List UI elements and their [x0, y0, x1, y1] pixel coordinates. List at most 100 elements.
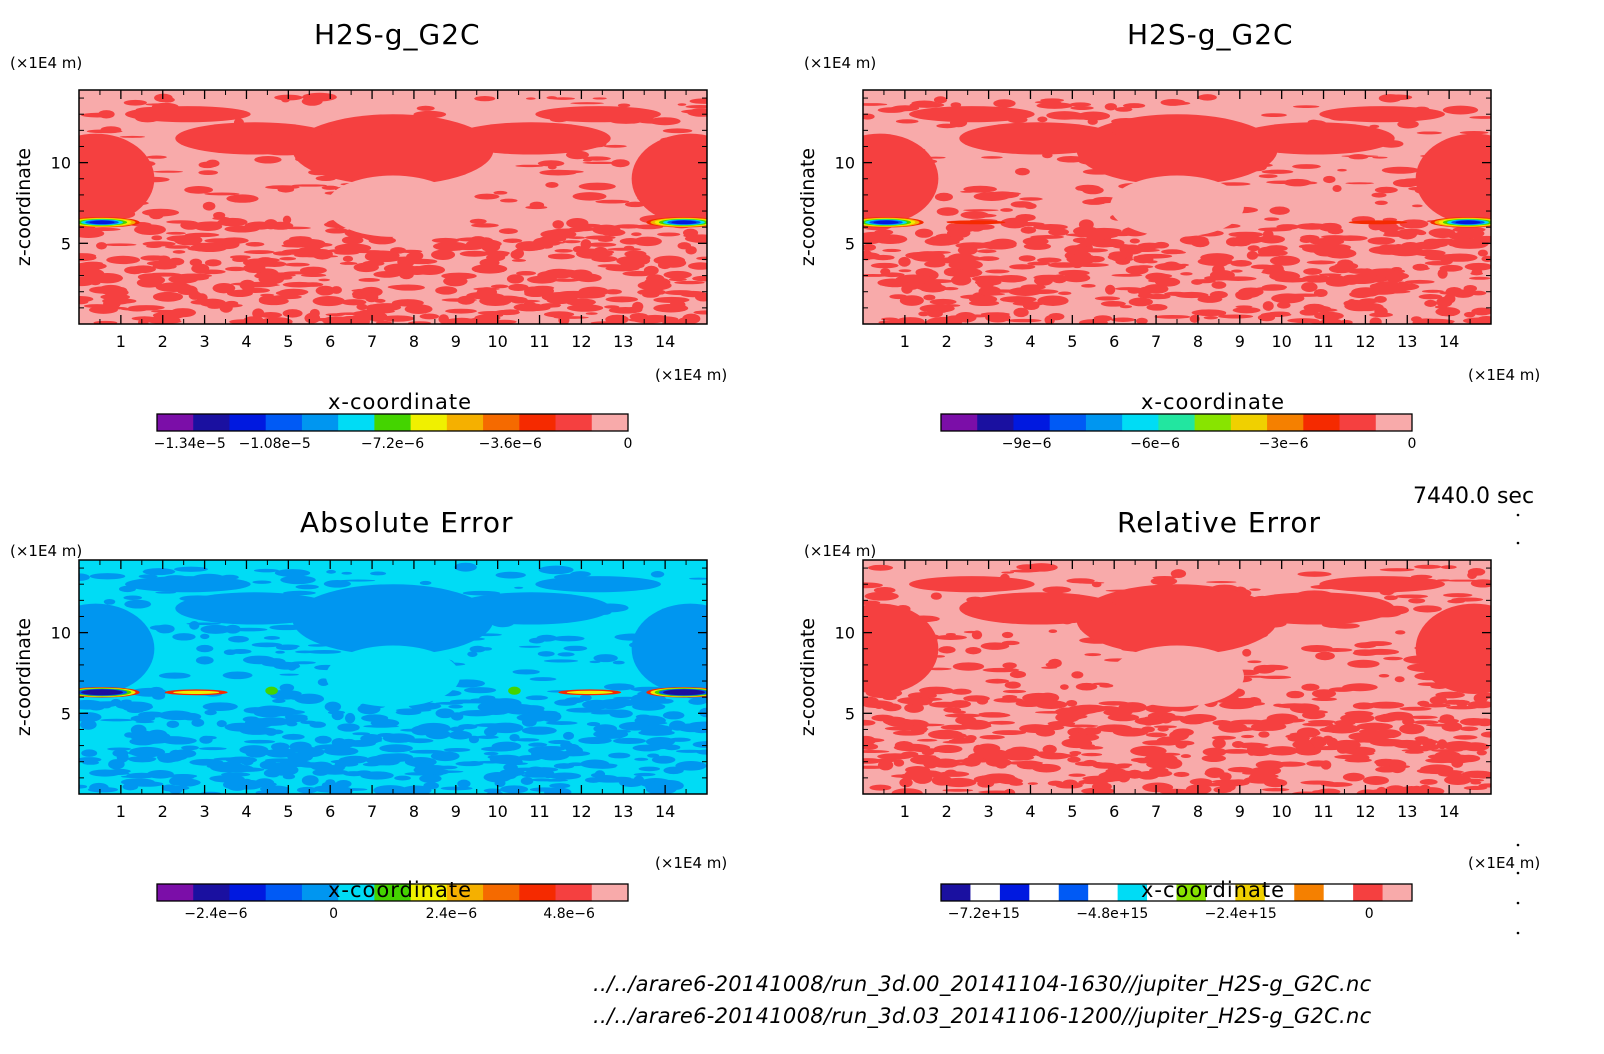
- x-tick-label: 6: [1109, 802, 1119, 821]
- contour-patch: [499, 768, 526, 777]
- contour-patch: [1261, 113, 1287, 118]
- contour-patch: [927, 251, 951, 254]
- contour-patch: [1394, 676, 1405, 683]
- contour-patch: [501, 309, 520, 313]
- x-tick-label: 3: [984, 332, 994, 351]
- contour-patch: [1160, 99, 1186, 106]
- contour-patch: [389, 256, 421, 261]
- contour-patch: [184, 186, 214, 194]
- contour-patch: [91, 273, 124, 284]
- colorbar-swatch: [1323, 884, 1354, 901]
- contour-patch: [458, 710, 496, 717]
- contour-patch: [178, 738, 194, 745]
- contour-patch: [122, 702, 152, 712]
- contour-patch: [948, 738, 976, 744]
- x-tick-label: 7: [367, 802, 377, 821]
- contour-patch: [458, 723, 478, 730]
- contour-patch: [617, 103, 631, 108]
- contour-patch: [563, 645, 588, 652]
- contour-patch: [1261, 284, 1287, 291]
- contour-patch: [141, 208, 180, 217]
- colorbar-frame: [156, 883, 629, 902]
- contour-patch: [1383, 272, 1394, 279]
- contour-patch: [586, 763, 618, 768]
- contour-patch: [970, 724, 992, 728]
- contour-patch: [612, 660, 625, 665]
- contour-patch: [971, 752, 983, 761]
- contour-patch: [993, 99, 1016, 108]
- contour-patch: [916, 738, 938, 742]
- contour-patch: [356, 303, 368, 311]
- contour-patch: [999, 296, 1037, 303]
- contour-patch: [79, 276, 96, 287]
- y-tick-label: 10: [835, 154, 855, 173]
- contour-patch: [918, 311, 930, 317]
- contour-patch: [130, 715, 156, 722]
- contour-patch: [457, 779, 471, 788]
- colorbar-tick-label: 4.8e−6: [543, 906, 595, 922]
- contour-patch: [604, 305, 620, 309]
- contour-patch: [212, 216, 230, 220]
- contour-patch: [1075, 743, 1095, 748]
- contour-patch: [1114, 287, 1143, 291]
- contour-patch: [1047, 262, 1081, 268]
- contour-patch: [545, 182, 559, 188]
- contour-patch: [202, 201, 216, 211]
- contour-patch: [1464, 262, 1491, 271]
- contour-patch: [873, 587, 896, 594]
- contour-patch: [1093, 315, 1113, 322]
- contour-patch: [1209, 291, 1228, 299]
- contour-patch: [1191, 279, 1203, 285]
- contour-patch: [1141, 716, 1156, 726]
- contour-patch: [1445, 579, 1480, 582]
- contour-patch: [1009, 264, 1036, 270]
- contour-region: [1415, 603, 1491, 694]
- chart-panel: 1 2 3 4 5 6 7 8 9 10 11 12 13 14510z-coordinate−1.34e…: [13, 89, 708, 452]
- contour-patch: [552, 220, 564, 229]
- contour-patch: [173, 566, 209, 572]
- contour-region: [1235, 592, 1395, 625]
- contour-patch: [399, 269, 414, 280]
- colorbar-swatch: [374, 414, 412, 431]
- contour-patch: [1248, 767, 1276, 778]
- panel-title: Relative Error: [1117, 506, 1322, 539]
- margin-dot: [1516, 871, 1520, 875]
- contour-patch: [79, 299, 89, 305]
- contour-patch: [222, 671, 253, 680]
- contour-patch: [688, 577, 707, 580]
- contour-patch: [938, 646, 956, 654]
- contour-patch: [877, 753, 913, 760]
- contour-patch: [1084, 653, 1102, 657]
- contour-patch: [1196, 717, 1213, 721]
- colorbar-swatch: [338, 884, 375, 901]
- x-tick-label: 10: [487, 332, 507, 351]
- contour-patch: [202, 702, 238, 711]
- contour-patch: [1197, 309, 1210, 316]
- contour-patch: [1392, 178, 1420, 188]
- contour-patch: [213, 757, 251, 761]
- contour-patch: [1203, 315, 1219, 320]
- contour-patch: [1096, 233, 1112, 240]
- contour-patch: [1036, 102, 1073, 109]
- contour-patch: [564, 743, 580, 752]
- contour-patch: [404, 772, 436, 776]
- contour-patch: [394, 775, 411, 781]
- contour-patch: [204, 709, 217, 716]
- colorbar-swatch: [193, 884, 230, 901]
- contour-patch: [963, 185, 997, 193]
- chart-panel: 1 2 3 4 5 6 7 8 9 10 11 12 13 14510z-coordinate−2.4e−…: [13, 559, 708, 922]
- contour-patch: [869, 784, 892, 791]
- contour-patch: [510, 299, 541, 303]
- contour-region: [959, 592, 1119, 625]
- contour-patch: [1439, 714, 1455, 723]
- y-unit-label: (×1E4 m): [804, 542, 877, 560]
- contour-patch: [553, 278, 580, 282]
- contour-patch: [936, 123, 959, 129]
- colorbar-tick-label: 0: [329, 906, 338, 922]
- contour-patch: [898, 269, 912, 273]
- contour-patch: [1348, 732, 1379, 741]
- contour-patch: [1060, 684, 1069, 690]
- contour-patch: [931, 758, 960, 768]
- contour-patch: [863, 252, 881, 260]
